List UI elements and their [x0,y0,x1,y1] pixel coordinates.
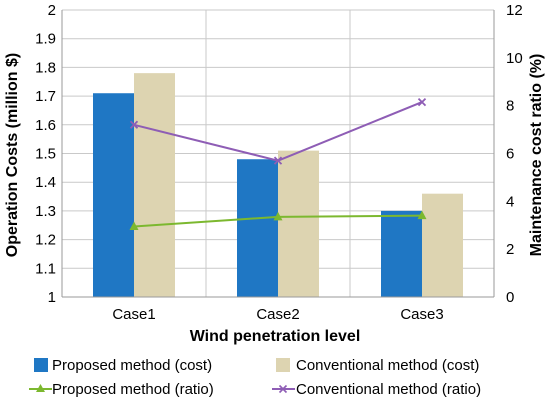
y-tick-label: 1.1 [35,260,56,277]
bar-proposed-case2 [237,159,278,297]
legend-label-proposed-ratio: Proposed method (ratio) [52,381,214,398]
x-tick-label: Case1 [112,306,155,323]
legend-swatch-conventional-cost [276,358,290,372]
y-tick-label: 1.4 [35,174,56,191]
legend-label-conventional-cost: Conventional method (cost) [296,357,479,374]
y2-tick-label: 4 [506,193,514,210]
point-conventional-ratio-case2 [273,156,283,165]
y-tick-label: 1.3 [35,203,56,220]
y2-axis-title: Maintenance cost ratio (%) [528,54,545,257]
y-tick-label: 1 [48,289,56,306]
y-tick-label: 2 [48,2,56,19]
point-conventional-ratio-case3 [417,97,427,107]
y2-tick-label: 6 [506,146,514,163]
bar-proposed-case1 [93,93,134,297]
y2-tick-label: 0 [506,289,514,306]
legend: Proposed method (cost) Conventional meth… [29,357,481,398]
y2-tick-label: 8 [506,98,514,115]
y-tick-label: 1.6 [35,117,56,134]
y-tick-label: 1.2 [35,232,56,249]
y2-tick-label: 12 [506,2,523,19]
x-tick-label: Case3 [400,306,443,323]
legend-marker-proposed-ratio [29,384,52,392]
y-tick-label: 1.8 [35,59,56,76]
ratio-lines [129,97,427,230]
y2-tick-label: 2 [506,241,514,258]
legend-label-proposed-cost: Proposed method (cost) [52,357,212,374]
y-tick-label: 1.5 [35,146,56,163]
bars [93,73,463,297]
axes [61,10,495,298]
y-tick-label: 1.7 [35,88,56,105]
y-tick-label: 1.9 [35,31,56,48]
bar-conventional-case3 [422,193,463,297]
legend-marker-conventional-ratio [272,384,295,394]
legend-swatch-proposed-cost [34,358,48,372]
bar-conventional-case2 [278,150,319,297]
point-proposed-ratio-case3 [417,210,427,220]
y2-tick-label: 10 [506,50,523,67]
legend-label-conventional-ratio: Conventional method (ratio) [296,381,481,398]
bar-conventional-case1 [134,73,175,297]
point-conventional-ratio-case1 [129,120,139,129]
y-axis-title: Operation Costs (million $) [4,53,21,257]
bar-proposed-case3 [381,210,422,297]
x-axis-title: Wind penetration level [190,328,361,345]
x-tick-label: Case2 [256,306,299,323]
point-proposed-ratio-case1 [129,221,139,230]
tick-labels: 1 1.1 1.2 1.3 1.4 1.5 1.6 1.7 1.8 1.9 2 0 2 4 6 8 10 12 Ca… [35,2,523,323]
point-proposed-ratio-case2 [273,211,283,221]
